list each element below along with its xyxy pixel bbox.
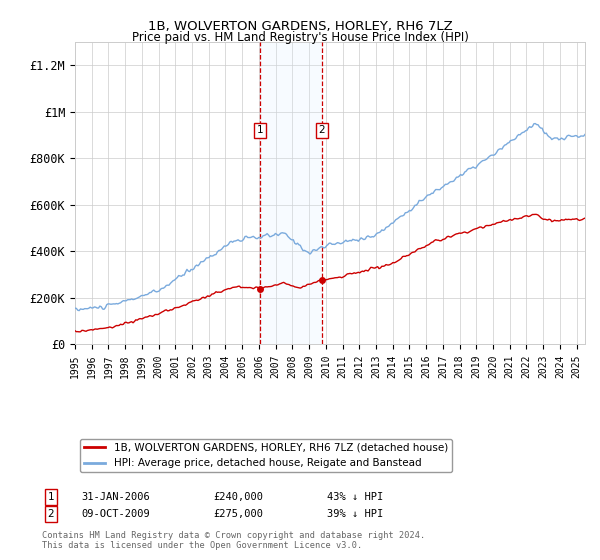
Text: Price paid vs. HM Land Registry's House Price Index (HPI): Price paid vs. HM Land Registry's House … [131, 31, 469, 44]
Legend: 1B, WOLVERTON GARDENS, HORLEY, RH6 7LZ (detached house), HPI: Average price, det: 1B, WOLVERTON GARDENS, HORLEY, RH6 7LZ (… [80, 439, 452, 472]
Text: 43% ↓ HPI: 43% ↓ HPI [327, 492, 383, 502]
Text: £275,000: £275,000 [213, 509, 263, 519]
Text: 2: 2 [47, 509, 55, 519]
Text: 1B, WOLVERTON GARDENS, HORLEY, RH6 7LZ: 1B, WOLVERTON GARDENS, HORLEY, RH6 7LZ [148, 20, 452, 32]
Text: 39% ↓ HPI: 39% ↓ HPI [327, 509, 383, 519]
Text: 09-OCT-2009: 09-OCT-2009 [81, 509, 150, 519]
Bar [260, 42, 322, 344]
Text: 1: 1 [257, 125, 263, 136]
Text: 31-JAN-2006: 31-JAN-2006 [81, 492, 150, 502]
Text: 1: 1 [47, 492, 55, 502]
Text: 2: 2 [319, 125, 325, 136]
Text: £240,000: £240,000 [213, 492, 263, 502]
Text: Contains HM Land Registry data © Crown copyright and database right 2024.
This d: Contains HM Land Registry data © Crown c… [42, 530, 425, 550]
